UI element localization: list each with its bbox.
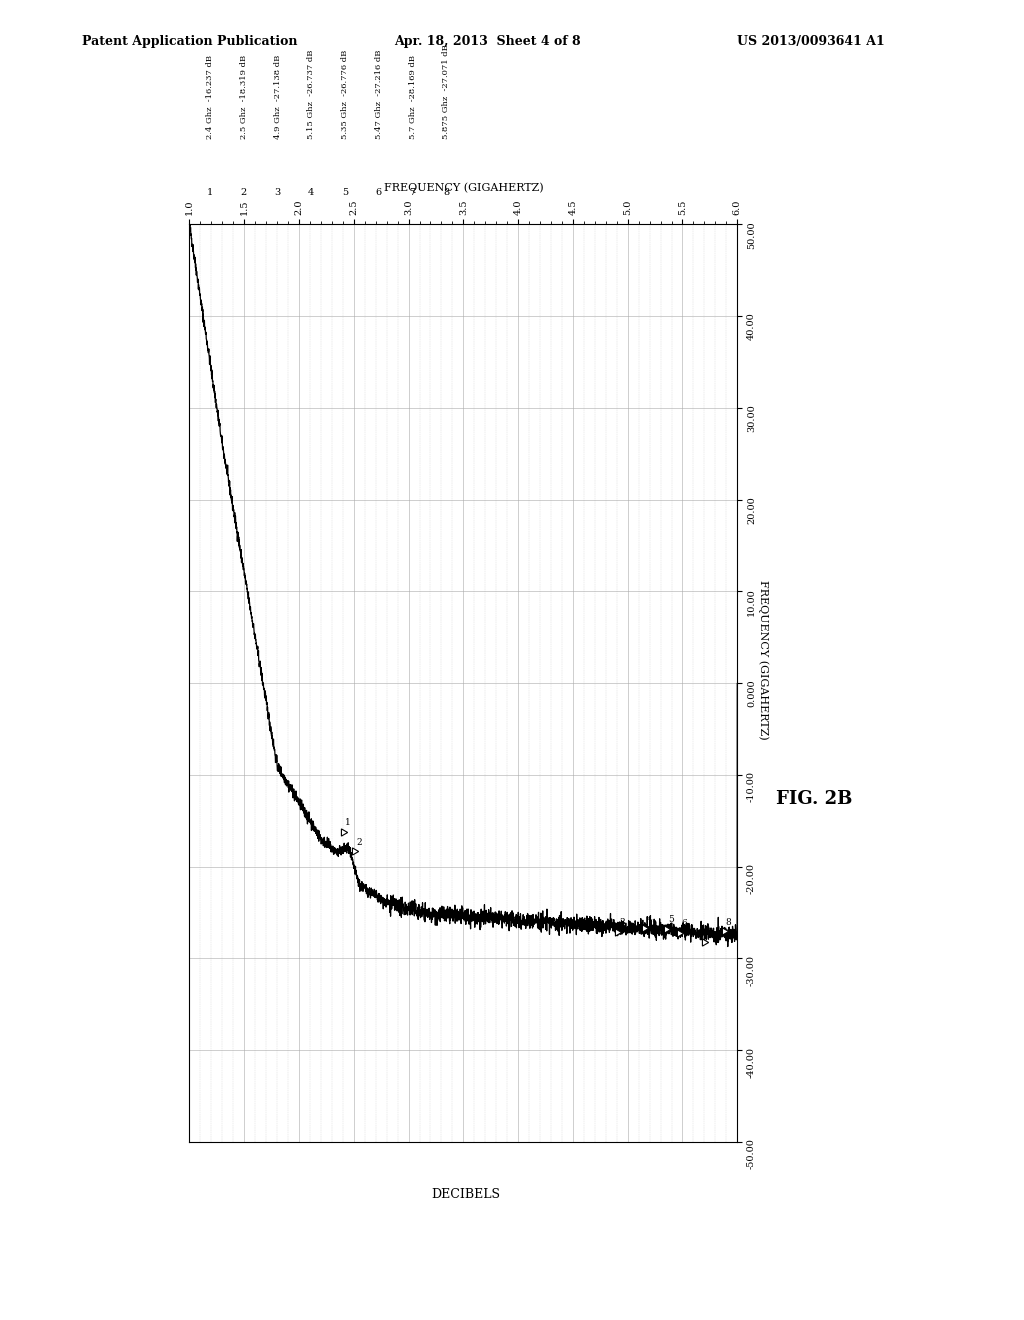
Text: 5.875 Ghz  -27.071 dB: 5.875 Ghz -27.071 dB [442, 44, 451, 139]
Text: 1: 1 [207, 189, 213, 197]
Text: 4: 4 [308, 189, 314, 197]
Text: 2: 2 [241, 189, 247, 197]
Text: DECIBELS: DECIBELS [431, 1188, 501, 1201]
Text: 6: 6 [681, 919, 687, 928]
Text: 5.7 Ghz  -28.169 dB: 5.7 Ghz -28.169 dB [409, 54, 417, 139]
Text: 8: 8 [443, 189, 450, 197]
Text: 6: 6 [376, 189, 382, 197]
Text: FIG. 2B: FIG. 2B [776, 789, 853, 808]
Text: Patent Application Publication: Patent Application Publication [82, 34, 297, 48]
Text: 2.4 Ghz  -16.237 dB: 2.4 Ghz -16.237 dB [206, 54, 214, 139]
Text: 3: 3 [274, 189, 281, 197]
Text: Apr. 18, 2013  Sheet 4 of 8: Apr. 18, 2013 Sheet 4 of 8 [394, 34, 581, 48]
Text: FREQUENCY (GIGAHERTZ): FREQUENCY (GIGAHERTZ) [758, 581, 768, 739]
Text: 5: 5 [669, 915, 674, 924]
Text: 8: 8 [726, 917, 731, 927]
Text: 1: 1 [345, 818, 351, 828]
Text: 4: 4 [646, 915, 652, 924]
Text: 7: 7 [707, 928, 713, 937]
Text: 2: 2 [356, 838, 361, 846]
Text: 4.9 Ghz  -27.138 dB: 4.9 Ghz -27.138 dB [273, 54, 282, 139]
Text: 5.35 Ghz  -26.776 dB: 5.35 Ghz -26.776 dB [341, 49, 349, 139]
Text: US 2013/0093641 A1: US 2013/0093641 A1 [737, 34, 885, 48]
Text: 5.47 Ghz  -27.216 dB: 5.47 Ghz -27.216 dB [375, 49, 383, 139]
Text: 3: 3 [618, 919, 625, 928]
Text: 7: 7 [410, 189, 416, 197]
Text: 5.15 Ghz  -26.737 dB: 5.15 Ghz -26.737 dB [307, 49, 315, 139]
Text: 2.5 Ghz  -18.319 dB: 2.5 Ghz -18.319 dB [240, 54, 248, 139]
Text: 5: 5 [342, 189, 348, 197]
X-axis label: FREQUENCY (GIGAHERTZ): FREQUENCY (GIGAHERTZ) [384, 182, 543, 193]
